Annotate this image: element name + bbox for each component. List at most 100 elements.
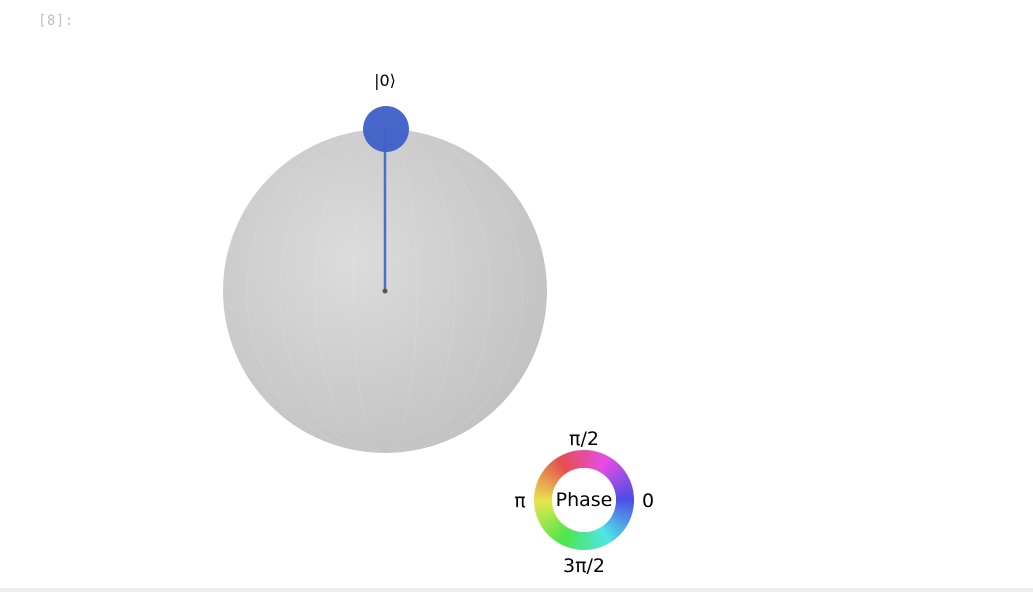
phase-wheel-segment [599, 456, 612, 474]
phase-wheel-segment [540, 472, 558, 485]
phase-wheel-segment [614, 486, 633, 494]
phase-wheel-segment [613, 481, 632, 491]
phase-wheel-segment [543, 468, 560, 482]
phase-wheel-segment [561, 528, 572, 546]
phase-wheel-segment [539, 514, 557, 526]
phase-wheel-segment [593, 529, 603, 548]
phase-wheel-segment [535, 506, 554, 514]
phase-wheel-segment [556, 526, 569, 544]
phase-color-wheel [534, 450, 634, 550]
output-bottom-border [0, 588, 1033, 592]
phase-wheel-segment [534, 492, 553, 497]
phase-wheel-segment [598, 527, 610, 545]
phase-wheel-segment [534, 505, 553, 511]
phase-wheel-segment [534, 489, 553, 496]
phase-wheel-segment [563, 529, 573, 547]
phase-wheel-segment [593, 452, 602, 471]
phase-wheel-segment [595, 453, 605, 471]
phase-wheel-segment [592, 530, 600, 549]
phase-wheel-segment [552, 524, 566, 541]
phase-wheel-segment [548, 522, 563, 538]
phase-wheel-segment [539, 475, 557, 486]
phase-wheel-segment [612, 476, 630, 487]
phase-wheel-segment [613, 509, 632, 518]
phase-wheel-segment [615, 504, 634, 511]
sphere-meridians [246, 129, 524, 453]
phase-wheel-segment [534, 497, 553, 501]
phase-wheel-segment [610, 472, 628, 484]
phase-wheel-segment [587, 450, 592, 469]
phase-wheel-segment [535, 484, 554, 492]
phase-wheel-segment [613, 479, 631, 489]
phase-wheel-segment [611, 474, 629, 486]
phase-wheel-segment [573, 450, 579, 469]
phase-wheel-segment [576, 531, 581, 550]
phase-wheel-segment [563, 453, 573, 471]
phase-wheel-segment [570, 451, 578, 470]
phase-label-bottom: 3π/2 [563, 555, 605, 577]
phase-wheel-segment [580, 450, 584, 469]
state-label: |0⟩ [374, 71, 396, 90]
phase-wheel-segment [615, 489, 634, 495]
phase-wheel-segment [597, 528, 608, 546]
phase-wheel-segment [537, 479, 555, 489]
phase-wheel-segment [605, 522, 620, 538]
phase-wheel-segment [615, 499, 634, 503]
phase-wheel-segment [607, 466, 623, 480]
phase-wheel-segment [568, 530, 576, 549]
phase-wheel-segment [550, 461, 564, 477]
phase-wheel-segment [589, 531, 595, 550]
phase-wheel-segment [538, 477, 556, 488]
phase-wheel-segment [614, 484, 633, 492]
phase-wheel-segment [615, 503, 634, 508]
phase-wheel-segment [595, 529, 605, 547]
phase-wheel-segment [556, 456, 568, 474]
phase-wheel-segment [614, 506, 633, 513]
phase-wheel-segment [590, 530, 598, 549]
phase-wheel-segment [535, 487, 554, 494]
phase-wheel-segment [545, 520, 561, 534]
phase-wheel-segment [600, 526, 612, 544]
phase-wheel-segment [542, 517, 559, 530]
phase-wheel-segment [610, 515, 628, 528]
phase-wheel-segment [581, 531, 585, 550]
phase-wheel-segment [612, 512, 630, 523]
phase-center-label: Phase [556, 489, 613, 511]
phase-wheel-segment [546, 464, 562, 479]
phase-wheel-segment [573, 531, 580, 550]
phase-wheel-segment [588, 450, 595, 469]
phase-wheel-segment [541, 470, 559, 483]
phase-wheel-segment [537, 511, 555, 521]
phase-wheel-segment [534, 501, 553, 506]
phase-wheel-segment [609, 517, 627, 530]
phase-wheel-segment [575, 450, 581, 469]
phase-wheel-segment [552, 459, 566, 476]
phase-wheel-segment [608, 468, 625, 482]
phase-wheel-segment [550, 523, 565, 540]
phase-wheel-segment [534, 500, 553, 504]
phase-wheel-segment [608, 518, 625, 532]
phase-wheel-segment [584, 531, 588, 550]
phase-wheel-segment [609, 470, 626, 483]
phase-wheel-segment [601, 525, 614, 542]
phase-wheel-segment [590, 451, 597, 470]
phase-wheel-segment [592, 451, 600, 470]
phase-wheel-segment [559, 527, 570, 545]
phase-label-right: 0 [642, 490, 654, 512]
phase-wheel-segment [560, 454, 571, 472]
phase-wheel-segment [544, 466, 561, 481]
phase-label-left: π [514, 490, 525, 512]
phase-wheel-segment [583, 450, 587, 469]
phase-wheel-segment [611, 514, 629, 525]
phase-wheel-segment [585, 531, 590, 550]
phase-wheel-segment [543, 518, 560, 532]
phase-wheel-segment [606, 464, 622, 479]
phase-wheel-segment [615, 494, 634, 499]
phase-wheel-segment [596, 454, 607, 472]
phase-wheel-segment [565, 452, 575, 471]
phase-wheel-segment [601, 457, 614, 475]
phase-wheel-segment [548, 462, 563, 478]
cell-execution-count: [8]: [38, 13, 74, 29]
phase-wheel-segment [554, 525, 567, 543]
